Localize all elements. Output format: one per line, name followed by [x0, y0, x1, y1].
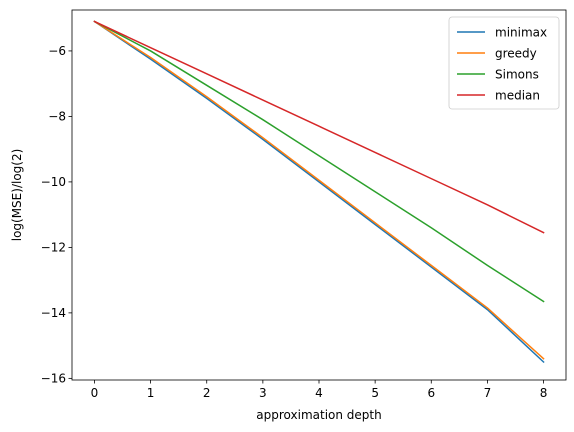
y-tick-label: −12 — [41, 240, 66, 254]
x-tick-label: 6 — [427, 386, 435, 400]
series-line-simons — [93, 20, 545, 303]
series-line-median — [93, 20, 545, 234]
legend-box — [448, 16, 560, 110]
legend-label-median: median — [495, 89, 540, 103]
x-tick-label: 8 — [540, 386, 548, 400]
y-axis-title: log(MSE)/log(2) — [10, 149, 24, 242]
legend-label-greedy: greedy — [495, 47, 537, 61]
y-tick-label: −16 — [41, 371, 66, 385]
series-line-greedy — [93, 20, 545, 360]
y-tick-label: −10 — [41, 175, 66, 189]
legend-label-simons: Simons — [495, 68, 539, 82]
x-tick-label: 3 — [259, 386, 267, 400]
x-tick-label: 1 — [147, 386, 155, 400]
x-axis-title: approximation depth — [256, 408, 381, 422]
x-tick-label: 4 — [315, 386, 323, 400]
y-tick-label: −8 — [48, 109, 66, 123]
plot-area — [71, 9, 567, 381]
x-tick-label: 5 — [371, 386, 379, 400]
series-line-minimax — [93, 20, 545, 364]
x-tick-label: 0 — [91, 386, 99, 400]
x-axis: 0 1 2 3 4 5 6 7 8 — [91, 380, 548, 400]
legend: minimax greedy Simons median — [448, 16, 560, 110]
y-tick-label: −14 — [41, 306, 66, 320]
y-tick-label: −6 — [48, 44, 66, 58]
x-tick-label: 7 — [484, 386, 492, 400]
legend-label-minimax: minimax — [495, 26, 547, 40]
x-tick-label: 2 — [203, 386, 211, 400]
y-axis: −16 −14 −12 −10 −8 −6 — [41, 44, 72, 385]
